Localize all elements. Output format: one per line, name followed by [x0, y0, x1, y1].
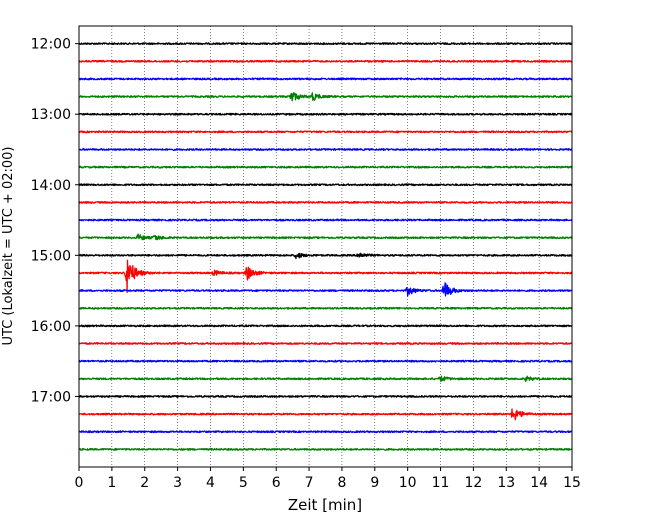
y-tick-label: 15:00 [31, 248, 71, 264]
trace-line [78, 42, 573, 46]
trace-line [78, 259, 573, 294]
trace-line [78, 92, 573, 102]
plot-area-background [79, 26, 572, 467]
x-axis-label: Zeit [min] [288, 496, 362, 514]
trace-line [78, 200, 573, 204]
trace-line [78, 130, 573, 134]
x-tick-label: 14 [530, 475, 548, 491]
x-axis: 0 1 2 3 4 5 6 7 8 9 10 11 12 13 14 15 [75, 467, 581, 491]
trace-line [78, 447, 573, 451]
x-tick-label: 9 [370, 475, 379, 491]
x-tick-label: 3 [173, 475, 182, 491]
x-tick-label: 11 [432, 475, 450, 491]
trace-line [78, 59, 573, 63]
trace-line [78, 183, 573, 187]
y-tick-label: 16:00 [31, 319, 71, 335]
trace-line [78, 430, 573, 434]
trace-line [78, 342, 573, 345]
trace-line [78, 306, 573, 310]
trace-line [78, 252, 573, 260]
x-tick-label: 6 [272, 475, 281, 491]
trace-line [78, 112, 573, 116]
x-tick-label: 13 [497, 475, 515, 491]
x-tick-label: 15 [563, 475, 581, 491]
trace-line [78, 233, 573, 241]
y-tick-label: 12:00 [31, 37, 71, 53]
trace-line [78, 408, 573, 421]
y-tick-label: 17:00 [31, 389, 71, 405]
trace-line [78, 359, 573, 363]
trace-line [78, 324, 573, 328]
plot-frame [78, 25, 573, 468]
trace-line [78, 165, 573, 169]
trace-line [78, 218, 573, 222]
x-tick-label: 12 [464, 475, 482, 491]
trace-line [78, 77, 573, 81]
x-tick-label: 8 [337, 475, 346, 491]
x-tick-label: 1 [107, 475, 116, 491]
y-tick-label: 13:00 [31, 107, 71, 123]
x-tick-label: 4 [206, 475, 215, 491]
trace-line [78, 394, 573, 398]
y-tick-label: 14:00 [31, 178, 71, 194]
x-tick-label: 7 [305, 475, 314, 491]
x-tick-label: 2 [140, 475, 149, 491]
x-tick-label: 5 [239, 475, 248, 491]
trace-line [78, 375, 573, 383]
x-tick-label: 10 [399, 475, 417, 491]
trace-group [78, 42, 573, 451]
trace-line [78, 148, 573, 151]
y-axis: 12:00 13:00 14:00 15:00 16:00 17:00 [31, 37, 79, 405]
trace-line [78, 282, 573, 297]
y-axis-label: UTC (Lokalzeit = UTC + 02:00) [1, 147, 16, 346]
x-tick-label: 0 [75, 475, 84, 491]
